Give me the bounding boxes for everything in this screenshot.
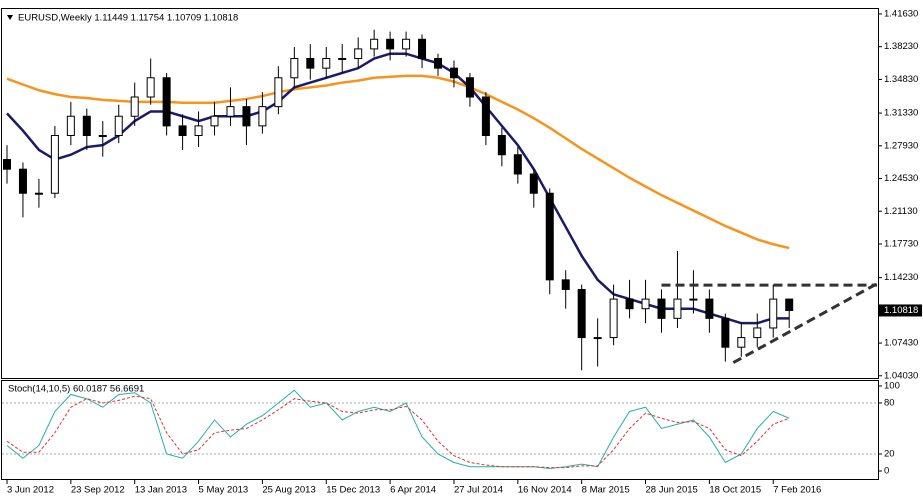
candle-body bbox=[577, 288, 586, 339]
x-tick-label: 5 May 2013 bbox=[199, 485, 249, 496]
candle-body bbox=[481, 96, 490, 137]
candle-body bbox=[769, 298, 778, 329]
candle-body bbox=[130, 96, 139, 117]
x-tick-label: 7 Feb 2016 bbox=[773, 485, 821, 496]
x-tick-label: 8 Mar 2015 bbox=[582, 485, 630, 496]
x-tick-label: 27 Jul 2014 bbox=[454, 485, 503, 496]
candle-body bbox=[50, 135, 59, 194]
candle-body bbox=[721, 317, 730, 348]
main-panel bbox=[1, 8, 879, 379]
candle-body bbox=[354, 48, 363, 60]
y-tick-label: 20 bbox=[884, 448, 895, 459]
candle-body bbox=[82, 115, 91, 137]
y-tick-label: 80 bbox=[884, 397, 895, 408]
candle-body bbox=[753, 327, 762, 339]
candle-body bbox=[66, 115, 75, 137]
y-tick-label: 100 bbox=[884, 380, 900, 391]
y-tick-label: 1.21130 bbox=[884, 206, 918, 217]
x-tick-label: 6 Apr 2014 bbox=[390, 485, 436, 496]
y-tick-label: 1.27930 bbox=[884, 140, 918, 151]
candle-body bbox=[226, 106, 235, 117]
candle-body bbox=[338, 58, 347, 61]
candle-body bbox=[561, 279, 570, 290]
candle-body bbox=[322, 58, 331, 69]
y-tick-label: 1.04030 bbox=[884, 370, 918, 381]
candle-body bbox=[402, 38, 411, 50]
y-tick-label: 1.38230 bbox=[884, 41, 918, 52]
y-tick-label: 1.34830 bbox=[884, 74, 918, 85]
candle-body bbox=[290, 58, 299, 79]
x-tick-label: 16 Nov 2014 bbox=[518, 485, 572, 496]
candle-body bbox=[242, 106, 251, 127]
chart-title: EURUSD,Weekly 1.11449 1.11754 1.10709 1.… bbox=[18, 13, 238, 24]
candle-body bbox=[705, 298, 714, 319]
candle-body bbox=[418, 38, 427, 60]
candle-body bbox=[370, 38, 379, 50]
y-tick-label: 0 bbox=[884, 466, 889, 477]
candle-body bbox=[178, 125, 187, 137]
candle-body bbox=[625, 298, 634, 310]
candle-body bbox=[386, 38, 395, 50]
candle-body bbox=[737, 337, 746, 348]
candle-body bbox=[545, 192, 554, 281]
x-tick-label: 18 Oct 2015 bbox=[709, 485, 761, 496]
y-tick-label: 1.24530 bbox=[884, 173, 918, 184]
candle-body bbox=[114, 115, 123, 137]
candle-body bbox=[434, 58, 443, 69]
candle-body bbox=[609, 298, 618, 339]
candle-body bbox=[513, 154, 522, 175]
y-tick-label: 1.17730 bbox=[884, 238, 918, 249]
y-tick-label: 1.07430 bbox=[884, 338, 918, 349]
candle-body bbox=[146, 77, 155, 98]
price-box bbox=[878, 304, 922, 317]
current-price-label: 1.10818 bbox=[884, 305, 918, 316]
stoch-panel bbox=[1, 380, 879, 480]
candle-body bbox=[210, 115, 219, 127]
candle-body bbox=[465, 77, 474, 98]
candle-body bbox=[529, 173, 538, 194]
stoch-line bbox=[6, 389, 790, 469]
candle-body bbox=[34, 192, 43, 195]
candle-body bbox=[258, 106, 267, 127]
x-tick-label: 15 Dec 2013 bbox=[326, 485, 380, 496]
candle-body bbox=[98, 135, 107, 138]
candle-body bbox=[689, 298, 698, 301]
menu-arrow bbox=[7, 15, 13, 20]
candle-body bbox=[18, 168, 27, 194]
y-tick-label: 1.31330 bbox=[884, 108, 918, 119]
candle-body bbox=[593, 337, 602, 340]
candle-body bbox=[497, 135, 506, 156]
candle-body bbox=[194, 125, 203, 137]
stoch-title: Stoch(14,10,5) 60.0187 56.6691 bbox=[8, 384, 144, 395]
candle-body bbox=[641, 298, 650, 310]
candle-body bbox=[785, 298, 794, 311]
candle-body bbox=[162, 77, 171, 127]
y-tick-label: 1.41630 bbox=[884, 8, 918, 19]
candle-body bbox=[657, 298, 666, 319]
candle-body bbox=[306, 58, 315, 69]
x-tick-label: 28 Jun 2015 bbox=[646, 485, 698, 496]
candle-body bbox=[274, 77, 283, 108]
candle-body bbox=[2, 159, 11, 170]
x-tick-label: 23 Sep 2012 bbox=[71, 485, 125, 496]
x-tick-label: 13 Jan 2013 bbox=[135, 485, 187, 496]
x-tick-label: 25 Aug 2013 bbox=[262, 485, 315, 496]
x-tick-label: 3 Jun 2012 bbox=[7, 485, 54, 496]
stoch-line bbox=[6, 395, 790, 469]
candle-body bbox=[449, 67, 458, 79]
y-tick-label: 1.14230 bbox=[884, 272, 918, 283]
candle-body bbox=[673, 298, 682, 319]
